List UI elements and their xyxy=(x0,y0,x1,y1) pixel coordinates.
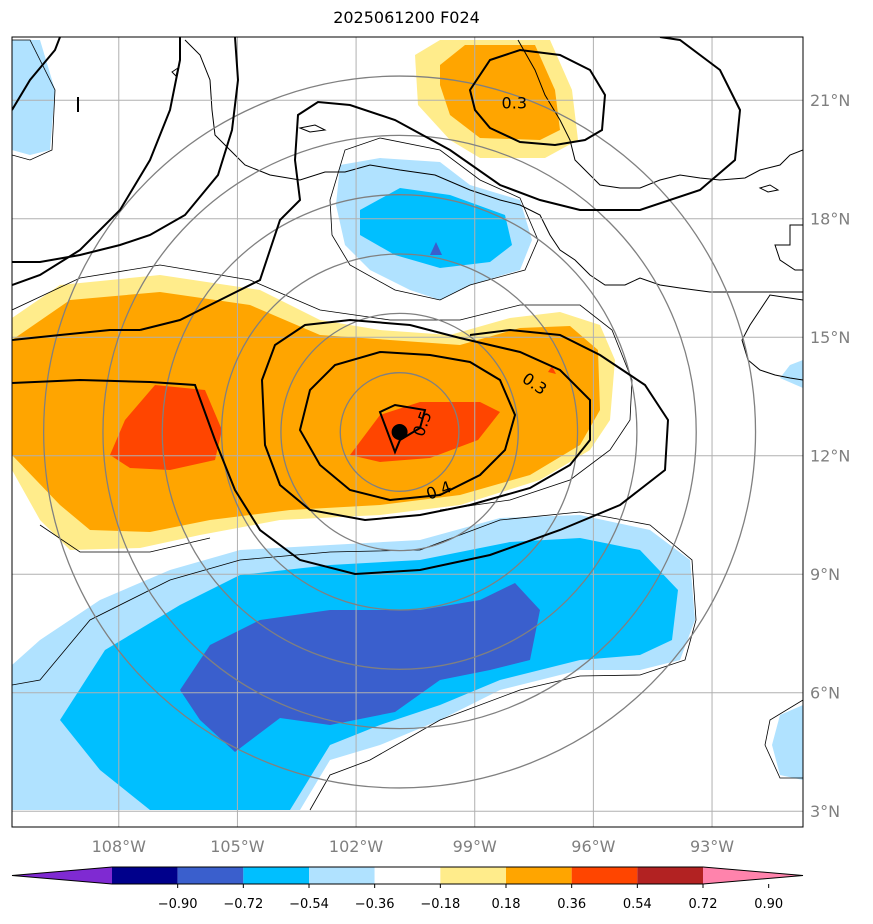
range-ring-0 xyxy=(339,372,460,492)
shading-negative-north xyxy=(12,40,803,388)
colorbar-bin-6 xyxy=(506,867,572,884)
graticule xyxy=(12,37,803,827)
colorbar-label-9: 0.90 xyxy=(754,897,783,912)
colorbar-label-1: −0.72 xyxy=(223,897,263,912)
colorbar-extend-low xyxy=(12,867,112,884)
colorbar-label-6: 0.36 xyxy=(557,897,586,912)
lat-label-2: 9°N xyxy=(810,565,840,584)
lat-label-5: 18°N xyxy=(810,210,850,229)
map-title: 2025061200 F024 xyxy=(333,8,480,27)
range-ring-4 xyxy=(102,134,697,730)
colorbar-bin-2 xyxy=(243,867,309,884)
lat-label-6: 21°N xyxy=(810,91,850,110)
colorbar-label-0: −0.90 xyxy=(158,897,198,912)
colorbar-label-3: −0.36 xyxy=(355,897,395,912)
shading-positive-north xyxy=(415,40,578,158)
lon-label-0: 108°W xyxy=(92,837,147,856)
colorbar-bin-1 xyxy=(177,867,244,884)
colorbar-bin-3 xyxy=(309,867,375,884)
thick-contours xyxy=(12,37,742,576)
lon-label-2: 102°W xyxy=(329,837,384,856)
lon-label-5: 93°W xyxy=(690,837,734,856)
map-frame xyxy=(11,36,804,828)
range-ring-3 xyxy=(161,194,638,670)
colorbar-bin-4 xyxy=(374,867,441,884)
lat-label-0: 3°N xyxy=(810,802,840,821)
colorbar-label-4: −0.18 xyxy=(420,897,460,912)
lon-label-4: 96°W xyxy=(571,837,615,856)
lon-label-1: 105°W xyxy=(210,837,265,856)
range-ring-1 xyxy=(280,312,519,552)
lat-label-3: 12°N xyxy=(810,447,850,466)
colorbar-bin-7 xyxy=(571,867,638,884)
map-panel: 0.30.30.50.4 xyxy=(12,37,803,827)
lat-label-4: 15°N xyxy=(810,328,850,347)
range-ring-2 xyxy=(220,253,579,611)
longitude-labels: 108°W 105°W 102°W 99°W 96°W 93°W xyxy=(92,837,735,856)
colorbar-extend-high xyxy=(703,867,803,884)
shading-positive-central xyxy=(12,275,615,550)
lat-label-1: 6°N xyxy=(810,684,840,703)
colorbar xyxy=(11,866,804,885)
colorbar-bin-0 xyxy=(112,867,178,884)
contour-label-0: 0.3 xyxy=(502,94,527,113)
colorbar-label-8: 0.72 xyxy=(689,897,718,912)
colorbar-tick-labels: −0.90 −0.72 −0.54 −0.36 −0.18 0.18 0.36 0.54 0.7… xyxy=(158,884,783,912)
range-ring-5 xyxy=(42,75,757,789)
lon-label-3: 99°W xyxy=(453,837,497,856)
colorbar-bin-8 xyxy=(637,867,703,884)
colorbar-label-7: 0.54 xyxy=(623,897,652,912)
latitude-labels: 3°N 6°N 9°N 12°N 15°N 18°N 21°N xyxy=(810,91,850,821)
colorbar-bin-5 xyxy=(440,867,506,884)
zero-contours xyxy=(12,39,803,811)
colorbar-label-5: 0.18 xyxy=(492,897,521,912)
shading-negative-south xyxy=(12,515,803,810)
colorbar-label-2: −0.54 xyxy=(289,897,329,912)
range-rings xyxy=(42,75,757,789)
storm-center-marker xyxy=(391,424,408,440)
colorbar-outline xyxy=(11,866,804,885)
